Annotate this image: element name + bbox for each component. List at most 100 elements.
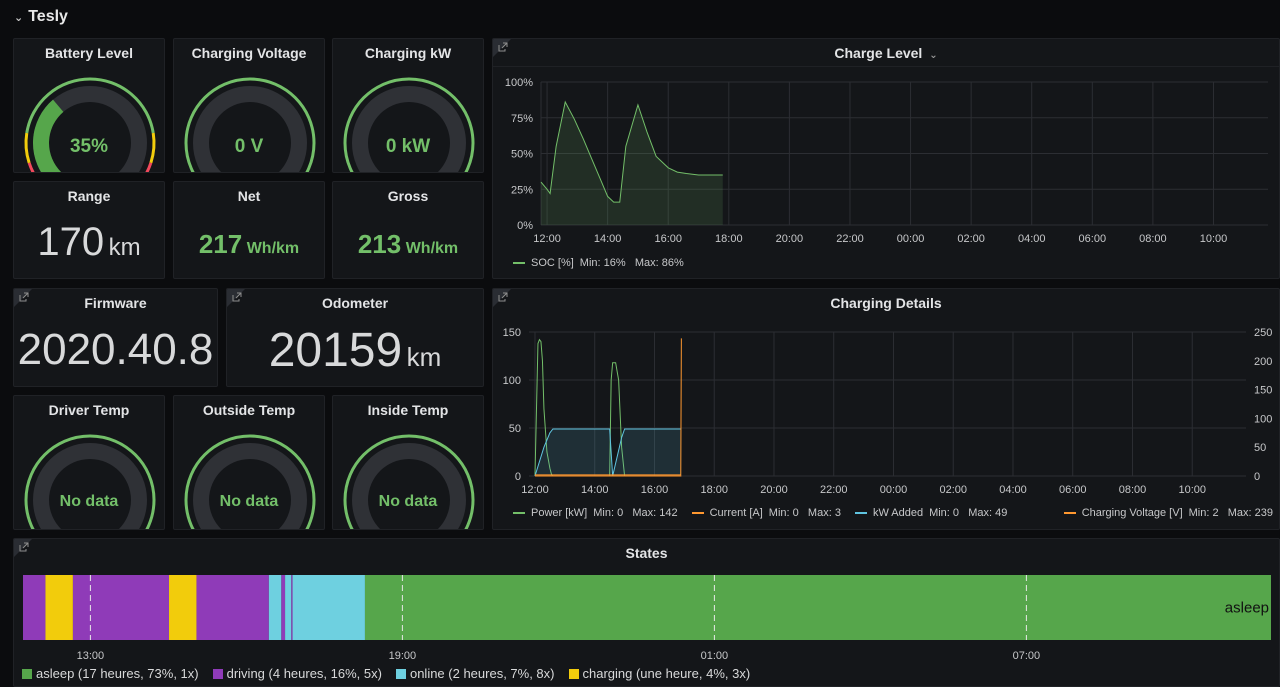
x-tick-label: 10:00 [1200, 233, 1228, 245]
voltage-value: 0 V [234, 136, 264, 157]
chevron-down-icon[interactable]: ⌄ [14, 11, 24, 24]
charging-details-legend: Power [kW] Min: 0 Max: 142 Current [A] M… [513, 507, 1007, 519]
legend-swatch [212, 668, 223, 679]
legend-item-charging[interactable]: charging (une heure, 4%, 3x) [568, 666, 750, 681]
legend-swatch [395, 668, 406, 679]
legend-series-name[interactable]: Power [kW] [531, 507, 588, 519]
row-header[interactable]: ⌄ Tesly [0, 0, 1280, 34]
state-segment-online [285, 575, 292, 640]
panel-title: Charging Voltage [191, 45, 307, 61]
legend-series-stats: Min: 16% Max: 86% [579, 257, 684, 269]
legend-series-name[interactable]: kW Added [872, 507, 924, 519]
legend-swatch [854, 512, 867, 514]
time-label: 07:00 [1013, 650, 1041, 662]
threshold-yellow [149, 132, 156, 164]
panel-title: Range [67, 188, 111, 204]
y-right-tick-label: 0 [1254, 471, 1260, 483]
legend-swatch [22, 668, 32, 679]
legend-series-name[interactable]: Current [A] [709, 507, 763, 519]
y-right-tick-label: 250 [1254, 327, 1272, 339]
charge-level-title: Charge Level [834, 45, 923, 61]
legend-series-name[interactable]: Charging Voltage [V] [1081, 507, 1183, 519]
gauge-track [193, 443, 307, 529]
range-panel[interactable]: Range 170 km [13, 181, 165, 279]
external-link-icon[interactable] [498, 42, 508, 52]
x-tick-label: 22:00 [820, 484, 848, 496]
battery-level-panel[interactable]: Battery Level 35% [13, 38, 165, 173]
outside-temp-gauge [184, 434, 316, 529]
external-link-icon[interactable] [232, 292, 242, 302]
driver-temp-value: No data [59, 493, 119, 510]
net-number: 217 [198, 229, 243, 259]
external-link-icon[interactable] [498, 292, 508, 302]
charge-level-chart: 0% 25% 50% 75% 100% 12:00 14:00 16:00 18:00 20:00… [505, 77, 1268, 245]
threshold-green [343, 77, 475, 172]
legend-item-asleep[interactable]: asleep (17 heures, 73%, 1x) [22, 666, 199, 681]
legend-swatch [513, 512, 525, 514]
odometer-panel[interactable]: Odometer 20159 km [226, 288, 484, 387]
time-label: 13:00 [77, 650, 105, 662]
gauge-track [352, 443, 466, 529]
x-tick-label: 08:00 [1119, 484, 1147, 496]
legend-item-driving[interactable]: driving (4 heures, 16%, 5x) [212, 666, 382, 681]
state-segment-driving [291, 575, 293, 640]
gross-panel[interactable]: Gross 213 Wh/km [332, 181, 484, 279]
driver-temp-gauge [24, 434, 156, 529]
threshold-red [145, 162, 153, 172]
legend-label: driving (4 heures, 16%, 5x) [226, 666, 382, 681]
x-tick-label: 16:00 [654, 233, 682, 245]
y-tick-label: 75% [511, 113, 533, 125]
x-tick-label: 22:00 [836, 233, 864, 245]
x-tick-label: 20:00 [776, 233, 804, 245]
time-label: 01:00 [701, 650, 729, 662]
charging-details-chart: 0 50 100 150 0 50 100 150 200 250 12:00 14:00 16:00 1… [503, 327, 1273, 496]
charge-level-panel[interactable]: Charge Level ⌄ 0% 25% 50% 75% 100% 12:00 14:00… [492, 38, 1280, 279]
firmware-value: 2020.40.8 [17, 325, 214, 374]
net-panel[interactable]: Net 217 Wh/km [173, 181, 325, 279]
driver-temp-panel[interactable]: Driver Temp No data [13, 395, 165, 530]
net-value: 217 Wh/km [174, 229, 324, 260]
states-panel[interactable]: States 13:00 19:00 01:00 07:00 asleep [13, 538, 1280, 687]
states-legend: asleep (17 heures, 73%, 1x) driving (4 h… [22, 666, 764, 681]
charging-voltage-panel[interactable]: Charging Voltage 0 V [173, 38, 325, 173]
odometer-value: 20159 km [227, 323, 483, 378]
x-tick-label: 10:00 [1178, 484, 1206, 496]
threshold-green [25, 77, 155, 134]
battery-gauge [24, 77, 156, 172]
y-right-tick-label: 100 [1254, 413, 1272, 425]
panel-title: Battery Level [45, 45, 133, 61]
external-link-icon[interactable] [19, 542, 29, 552]
panel-title[interactable]: Charge Level ⌄ [493, 45, 1279, 61]
battery-value: 35% [69, 136, 109, 157]
chevron-down-icon[interactable]: ⌄ [929, 50, 938, 61]
y-left-tick-label: 100 [503, 375, 521, 387]
legend-item-online[interactable]: online (2 heures, 7%, 8x) [395, 666, 555, 681]
state-segment-driving [281, 575, 286, 640]
gross-value: 213 Wh/km [333, 229, 483, 260]
charging-kw-panel[interactable]: Charging kW 0 kW [332, 38, 484, 173]
inside-temp-panel[interactable]: Inside Temp No data [332, 395, 484, 530]
charging-details-panel[interactable]: Charging Details 0 50 100 150 0 50 100 150 200 25… [492, 288, 1280, 530]
state-segment-charging [45, 575, 73, 640]
legend-series-stats: Min: 0 Max: 3 [768, 507, 841, 519]
x-tick-label: 14:00 [594, 233, 622, 245]
outside-temp-panel[interactable]: Outside Temp No data [173, 395, 325, 530]
odometer-number: 20159 [268, 324, 403, 377]
series-line [534, 338, 626, 477]
panel-title: Charging Details [830, 295, 942, 311]
panel-title: States [625, 545, 668, 561]
y-tick-label: 100% [505, 77, 533, 89]
legend-series-name[interactable]: SOC [%] [531, 257, 574, 269]
inside-temp-gauge [343, 434, 475, 529]
x-tick-label: 02:00 [939, 484, 967, 496]
external-link-icon[interactable] [19, 292, 29, 302]
y-right-tick-label: 50 [1254, 442, 1266, 454]
state-segment-online [292, 575, 365, 640]
current-state-label: asleep [1225, 600, 1269, 617]
legend-swatch [513, 262, 525, 264]
range-number: 170 [37, 220, 105, 264]
series-line [534, 338, 682, 476]
x-tick-label: 02:00 [957, 233, 985, 245]
firmware-panel[interactable]: Firmware 2020.40.8 [13, 288, 218, 387]
threshold-green [24, 434, 156, 529]
